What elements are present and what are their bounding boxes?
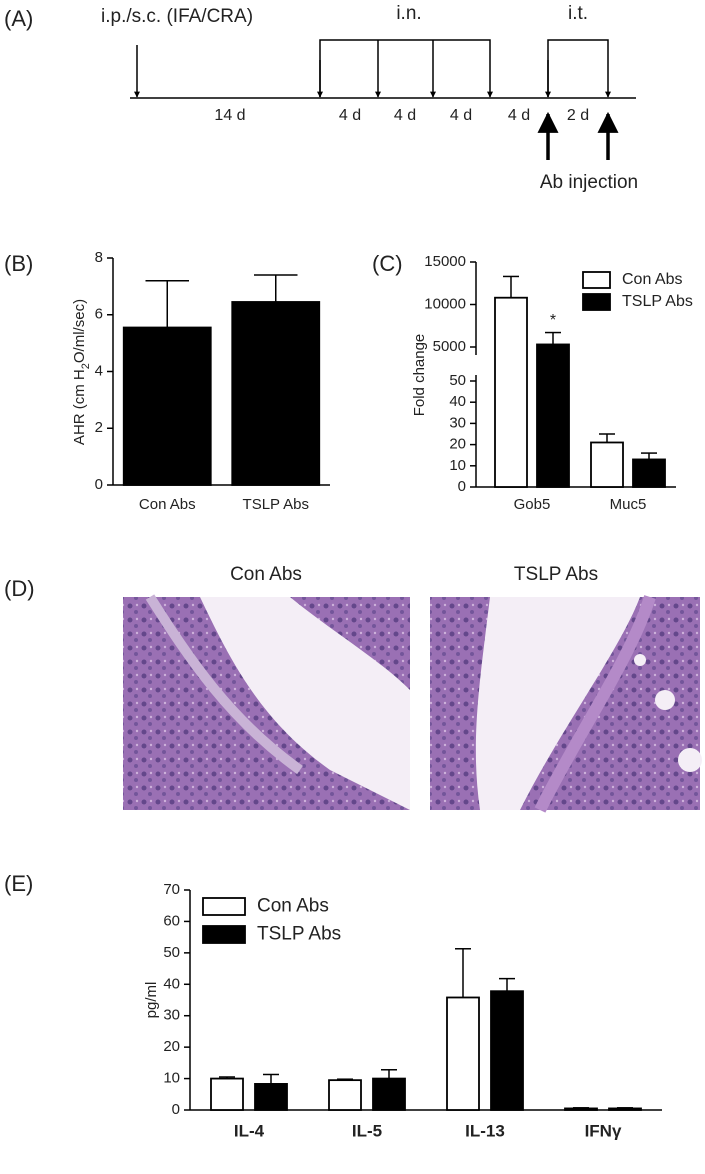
y-tick-label: 30 bbox=[449, 414, 466, 431]
image-title: Con Abs bbox=[230, 564, 302, 585]
y-tick-label: 6 bbox=[95, 306, 103, 323]
y-tick-label: 0 bbox=[95, 476, 103, 493]
x-tick-label: TSLP Abs bbox=[243, 496, 309, 513]
bar bbox=[536, 343, 570, 488]
error-bar bbox=[599, 433, 615, 443]
panel-label: (E) bbox=[4, 871, 33, 896]
y-tick-label: 70 bbox=[163, 881, 180, 898]
bar bbox=[608, 1107, 642, 1111]
bar bbox=[231, 301, 321, 486]
error-bar bbox=[545, 331, 561, 345]
timeline-label: i.n. bbox=[396, 3, 421, 24]
bar bbox=[254, 1083, 288, 1111]
bar bbox=[494, 296, 528, 488]
timeline-label: i.p./s.c. (IFA/CRA) bbox=[101, 6, 253, 27]
bar bbox=[632, 458, 666, 488]
y-axis-label-part: 2 bbox=[80, 363, 92, 369]
y-tick-label: 40 bbox=[449, 393, 466, 410]
legend-swatch bbox=[582, 271, 611, 289]
x-tick-label: Con Abs bbox=[139, 496, 196, 513]
y-tick-label: 50 bbox=[163, 944, 180, 961]
annotation: Ab injection bbox=[540, 172, 638, 193]
legend-label: Con Abs bbox=[622, 271, 682, 288]
bar bbox=[122, 326, 212, 486]
y-axis-label-part: AHR (cm H bbox=[71, 369, 88, 445]
y-tick-label: 5000 bbox=[433, 338, 466, 355]
legend-swatch bbox=[202, 925, 246, 944]
significance: * bbox=[550, 312, 556, 329]
y-tick-label: 30 bbox=[163, 1007, 180, 1024]
y-tick-label: 50 bbox=[449, 372, 466, 389]
error-bar bbox=[455, 948, 471, 998]
y-tick-label: 10 bbox=[163, 1070, 180, 1087]
bar bbox=[490, 990, 524, 1111]
y-tick-label: 20 bbox=[449, 436, 466, 453]
y-tick-label: 60 bbox=[163, 912, 180, 929]
micrograph bbox=[123, 594, 410, 810]
bar bbox=[446, 996, 480, 1111]
y-axis-label: pg/ml bbox=[143, 982, 160, 1019]
error-bar bbox=[254, 274, 298, 302]
error-bar bbox=[641, 452, 657, 460]
y-tick-label: 40 bbox=[163, 975, 180, 992]
y-tick-label: 20 bbox=[163, 1038, 180, 1055]
error-bar bbox=[381, 1069, 397, 1079]
legend-label: TSLP Abs bbox=[622, 293, 693, 310]
legend-label: TSLP Abs bbox=[257, 924, 341, 945]
y-tick-label: 0 bbox=[172, 1101, 180, 1118]
bar bbox=[590, 441, 624, 488]
error-bar bbox=[503, 275, 519, 298]
y-axis-label: AHR (cm H2O/ml/sec) bbox=[71, 299, 92, 445]
legend-swatch bbox=[202, 897, 246, 916]
error-bar bbox=[145, 279, 189, 328]
bar bbox=[328, 1079, 362, 1111]
panel-label: (C) bbox=[372, 251, 403, 276]
y-tick-label: 10 bbox=[449, 457, 466, 474]
interval-label: 4 d bbox=[508, 107, 530, 124]
y-axis-label-part: O/ml/sec) bbox=[71, 299, 88, 363]
panel-label: (B) bbox=[4, 251, 33, 276]
interval-label: 4 d bbox=[450, 107, 472, 124]
error-bar bbox=[499, 977, 515, 992]
panel-label: (D) bbox=[4, 576, 35, 601]
x-tick-label: Muc5 bbox=[610, 496, 647, 513]
y-tick-label: 15000 bbox=[424, 253, 466, 270]
x-tick-label: Gob5 bbox=[514, 496, 551, 513]
timeline-diagram bbox=[130, 39, 636, 160]
y-tick-label: 0 bbox=[458, 478, 466, 495]
x-tick-label: IFNγ bbox=[585, 1121, 622, 1140]
y-tick-label: 4 bbox=[95, 362, 103, 379]
y-tick-label: 2 bbox=[95, 419, 103, 436]
bar bbox=[372, 1077, 406, 1111]
y-axis-label: Fold change bbox=[411, 334, 428, 417]
y-tick-label: 10000 bbox=[424, 295, 466, 312]
micrograph bbox=[430, 595, 702, 813]
legend-swatch bbox=[582, 293, 611, 311]
y-tick-label: 8 bbox=[95, 249, 103, 266]
panel-label: (A) bbox=[4, 6, 33, 31]
legend-label: Con Abs bbox=[257, 896, 329, 917]
interval-label: 14 d bbox=[214, 107, 245, 124]
timeline-label: i.t. bbox=[568, 3, 588, 24]
bar bbox=[210, 1077, 244, 1111]
bar bbox=[564, 1107, 598, 1111]
x-tick-label: IL-13 bbox=[465, 1121, 505, 1140]
interval-label: 4 d bbox=[394, 107, 416, 124]
interval-label: 2 d bbox=[567, 107, 589, 124]
x-tick-label: IL-4 bbox=[234, 1121, 265, 1140]
error-bar bbox=[263, 1073, 279, 1084]
image-title: TSLP Abs bbox=[514, 564, 598, 585]
interval-label: 4 d bbox=[339, 107, 361, 124]
x-tick-label: IL-5 bbox=[352, 1121, 382, 1140]
